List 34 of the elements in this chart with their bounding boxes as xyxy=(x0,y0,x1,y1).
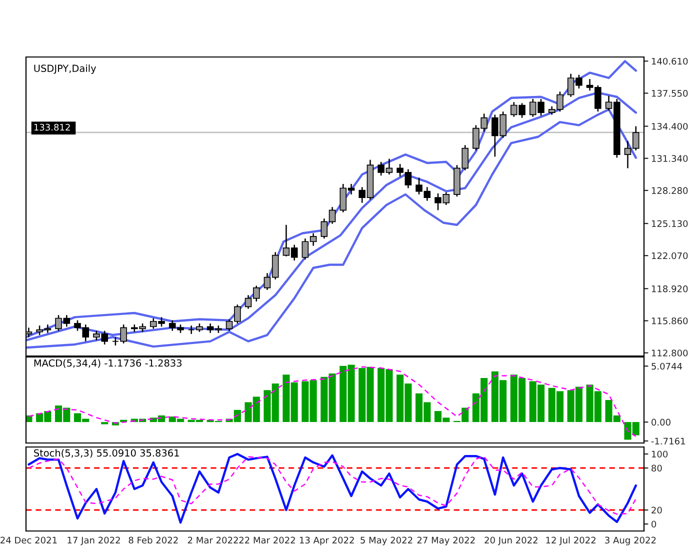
y-tick-label: 0.00 xyxy=(652,418,670,426)
y-tick-label: 0 xyxy=(652,520,656,528)
y-tick-label: 100 xyxy=(652,450,668,458)
y-tick-label: 122.070 xyxy=(652,252,688,260)
x-tick-label: 12 Jul 2022 xyxy=(546,536,596,546)
x-tick-label: 22 Mar 2022 xyxy=(239,536,295,544)
x-tick-label: 5 May 2022 xyxy=(360,536,412,546)
x-tick-label: 20 Jun 2022 xyxy=(484,536,538,546)
chart-title: Stoch(5,3,3) 55.0910 35.8361 xyxy=(34,449,179,458)
x-tick-label: 3 Aug 2022 xyxy=(605,536,656,546)
text: USDJPY,Daily xyxy=(34,64,96,74)
y-tick-label: 20 xyxy=(652,506,662,514)
x-tick-label: 8 Feb 2022 xyxy=(128,536,178,544)
y-tick-label: 118.920 xyxy=(652,285,688,292)
x-tick-label: 13 Apr 2022 xyxy=(300,536,354,546)
y-tick-label: 131.340 xyxy=(652,155,688,162)
chart-title: MACD(5,34,4) -1.1736 -1.2833 xyxy=(34,359,182,368)
x-tick-label: 2 Mar 2022 xyxy=(188,536,238,544)
ref-line-label: 133.812 xyxy=(34,124,70,131)
y-tick-label: 134.400 xyxy=(652,122,688,130)
y-tick-label: 137.550 xyxy=(652,90,688,97)
x-tick-label: 17 Jan 2022 xyxy=(68,536,120,546)
line-series xyxy=(28,456,636,515)
y-tick-label: -1.7161 xyxy=(651,438,685,445)
x-tick-label: 27 May 2022 xyxy=(417,536,475,546)
y-tick-label: 112.800 xyxy=(652,350,688,356)
y-tick-label: 125.130 xyxy=(652,220,688,228)
line-series xyxy=(28,366,636,438)
y-tick-label: 5.0744 xyxy=(652,362,682,370)
y-tick-label: 128.280 xyxy=(652,187,688,194)
y-tick-label: 140.610 xyxy=(652,58,688,65)
x-tick-label: 24 Dec 2021 xyxy=(0,536,57,544)
y-tick-label: 115.860 xyxy=(652,317,688,324)
y-tick-label: 80 xyxy=(652,464,662,472)
